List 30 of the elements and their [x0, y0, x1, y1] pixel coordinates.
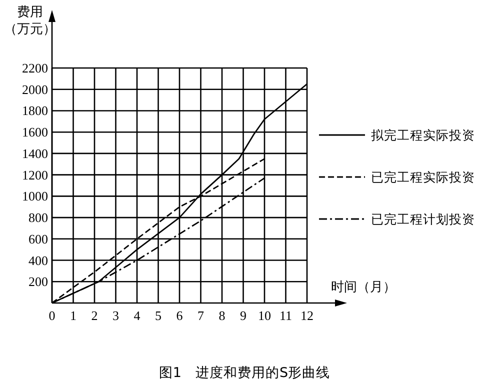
x-tick-label: 5 [155, 308, 162, 323]
x-tick-label: 0 [48, 308, 56, 323]
y-tick-label: 1400 [22, 146, 48, 161]
legend-label: 已完工程实际投资 [371, 170, 475, 184]
x-tick-label: 7 [198, 308, 204, 323]
text: 图1 进度和费用的S形曲线 [158, 365, 330, 381]
y-tick-label: 1800 [22, 103, 48, 118]
y-tick-label: 1200 [22, 167, 48, 182]
x-tick-label: 11 [279, 308, 292, 323]
x-tick-label: 3 [112, 308, 119, 323]
y-tick-label: 1000 [22, 188, 48, 204]
x-tick-label: 4 [134, 308, 141, 323]
x-tick-label: 6 [176, 308, 184, 323]
x-axis-title: 时间（月） [331, 280, 396, 295]
y-tick-label: 200 [28, 274, 48, 290]
y-axis-title: 费用（万元） [4, 5, 56, 37]
x-tick-label: 10 [258, 308, 271, 323]
y-tick-label: 2200 [22, 60, 48, 76]
x-tick-label: 2 [91, 308, 98, 323]
x-tick-label: 12 [300, 308, 314, 323]
legend-label: 已完工程计划投资 [371, 212, 475, 226]
y-tick-label: 400 [28, 252, 48, 268]
x-tick-label: 1 [70, 308, 76, 323]
x-tick-label: 9 [240, 308, 246, 323]
y-tick-label: 600 [28, 231, 48, 246]
y-tick-label: 2000 [22, 82, 48, 97]
legend-label: 拟完工程实际投资 [371, 128, 475, 142]
y-tick-label: 1600 [22, 124, 48, 140]
y-tick-label: 800 [28, 210, 48, 226]
x-tick-label: 8 [218, 308, 226, 323]
